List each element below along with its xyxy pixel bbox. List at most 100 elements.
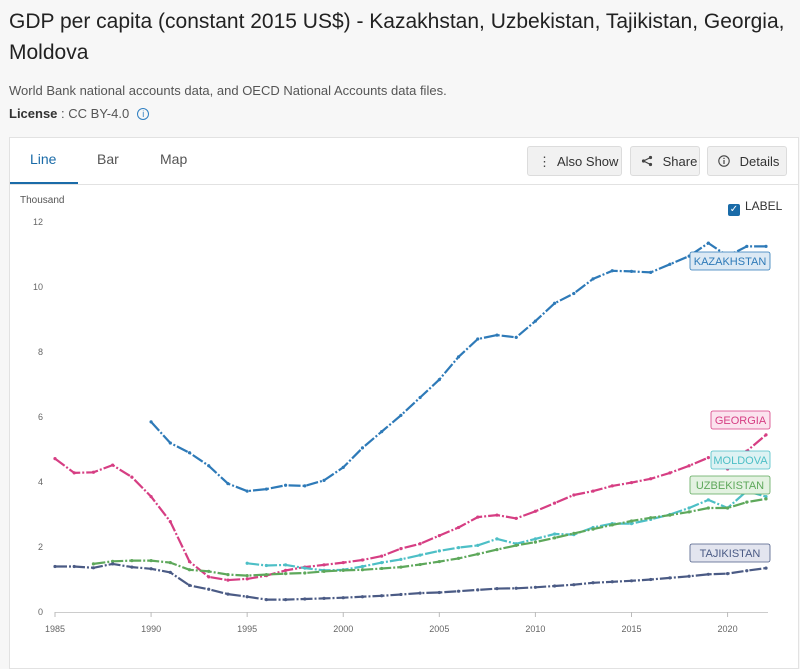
- data-point-kazakhstan[interactable]: [226, 482, 230, 486]
- data-point-moldova[interactable]: [476, 543, 480, 547]
- data-point-georgia[interactable]: [245, 577, 249, 581]
- data-point-uzbekistan[interactable]: [572, 531, 576, 535]
- data-point-kazakhstan[interactable]: [187, 451, 192, 455]
- data-point-tajikistan[interactable]: [610, 580, 614, 584]
- data-point-georgia[interactable]: [149, 495, 153, 499]
- data-point-georgia[interactable]: [495, 513, 499, 517]
- data-point-tajikistan[interactable]: [283, 598, 288, 602]
- label-toggle[interactable]: ✓ LABEL: [728, 199, 782, 216]
- checkbox-icon[interactable]: ✓: [728, 204, 740, 216]
- data-point-moldova[interactable]: [687, 506, 691, 510]
- data-point-uzbekistan[interactable]: [745, 500, 749, 504]
- data-point-moldova[interactable]: [456, 546, 461, 550]
- data-point-kazakhstan[interactable]: [283, 483, 288, 487]
- series-line-kazakhstan[interactable]: [150, 242, 766, 493]
- data-point-uzbekistan[interactable]: [207, 569, 211, 573]
- data-point-kazakhstan[interactable]: [629, 269, 634, 273]
- data-point-tajikistan[interactable]: [572, 583, 576, 587]
- data-point-georgia[interactable]: [706, 456, 710, 460]
- data-point-tajikistan[interactable]: [322, 596, 326, 600]
- data-point-moldova[interactable]: [303, 566, 307, 570]
- data-point-kazakhstan[interactable]: [322, 478, 326, 482]
- data-point-kazakhstan[interactable]: [245, 489, 249, 493]
- data-point-georgia[interactable]: [533, 509, 538, 513]
- series-line-georgia[interactable]: [54, 434, 767, 582]
- data-point-kazakhstan[interactable]: [514, 335, 518, 339]
- data-point-kazakhstan[interactable]: [207, 464, 211, 468]
- data-point-moldova[interactable]: [418, 553, 422, 557]
- data-point-tajikistan[interactable]: [264, 598, 268, 602]
- data-point-tajikistan[interactable]: [706, 572, 710, 576]
- data-point-georgia[interactable]: [187, 560, 192, 564]
- series-line-tajikistan[interactable]: [55, 562, 767, 601]
- data-point-tajikistan[interactable]: [687, 574, 691, 578]
- data-point-georgia[interactable]: [130, 475, 134, 479]
- data-point-tajikistan[interactable]: [245, 595, 249, 599]
- data-point-uzbekistan[interactable]: [495, 548, 499, 552]
- data-point-tajikistan[interactable]: [91, 566, 96, 570]
- data-point-georgia[interactable]: [111, 463, 115, 467]
- data-point-kazakhstan[interactable]: [360, 446, 365, 450]
- data-point-uzbekistan[interactable]: [649, 516, 653, 520]
- data-point-uzbekistan[interactable]: [706, 506, 710, 510]
- series-line-uzbekistan[interactable]: [93, 497, 767, 577]
- data-point-georgia[interactable]: [380, 554, 384, 558]
- data-point-tajikistan[interactable]: [303, 597, 307, 601]
- data-point-uzbekistan[interactable]: [322, 569, 326, 573]
- data-point-georgia[interactable]: [591, 489, 595, 493]
- data-point-tajikistan[interactable]: [764, 566, 768, 570]
- data-point-kazakhstan[interactable]: [456, 355, 461, 359]
- data-point-uzbekistan[interactable]: [111, 559, 115, 563]
- details-button[interactable]: Details: [707, 146, 787, 176]
- data-point-kazakhstan[interactable]: [341, 465, 345, 469]
- data-point-moldova[interactable]: [629, 522, 634, 526]
- data-point-georgia[interactable]: [610, 484, 614, 488]
- data-point-georgia[interactable]: [91, 470, 96, 474]
- data-point-uzbekistan[interactable]: [91, 562, 96, 566]
- data-point-tajikistan[interactable]: [360, 595, 365, 599]
- data-point-uzbekistan[interactable]: [553, 536, 557, 540]
- data-point-uzbekistan[interactable]: [629, 519, 634, 523]
- data-point-tajikistan[interactable]: [130, 565, 134, 569]
- data-point-kazakhstan[interactable]: [264, 487, 268, 491]
- data-point-georgia[interactable]: [72, 471, 76, 475]
- data-point-georgia[interactable]: [53, 457, 57, 461]
- data-point-tajikistan[interactable]: [437, 590, 441, 595]
- data-point-uzbekistan[interactable]: [130, 559, 134, 563]
- data-point-tajikistan[interactable]: [341, 596, 345, 600]
- data-point-kazakhstan[interactable]: [495, 333, 499, 337]
- data-point-georgia[interactable]: [629, 481, 634, 485]
- series-line-moldova[interactable]: [247, 490, 767, 572]
- data-point-georgia[interactable]: [360, 558, 365, 562]
- data-point-tajikistan[interactable]: [53, 564, 57, 569]
- data-point-uzbekistan[interactable]: [226, 573, 230, 577]
- data-point-tajikistan[interactable]: [725, 572, 730, 576]
- data-point-georgia[interactable]: [418, 542, 422, 546]
- data-point-uzbekistan[interactable]: [187, 568, 192, 572]
- data-point-georgia[interactable]: [514, 516, 518, 521]
- also-show-button[interactable]: ⋮ Also Show: [527, 146, 622, 176]
- data-point-uzbekistan[interactable]: [303, 571, 307, 575]
- data-point-kazakhstan[interactable]: [380, 430, 384, 434]
- data-point-uzbekistan[interactable]: [168, 561, 172, 565]
- data-point-tajikistan[interactable]: [207, 587, 211, 591]
- data-point-kazakhstan[interactable]: [706, 241, 710, 245]
- data-point-moldova[interactable]: [706, 498, 710, 502]
- data-point-kazakhstan[interactable]: [149, 420, 153, 424]
- data-point-georgia[interactable]: [687, 464, 691, 468]
- data-point-moldova[interactable]: [495, 537, 499, 541]
- data-point-tajikistan[interactable]: [629, 579, 634, 583]
- tab-line[interactable]: Line: [30, 151, 57, 167]
- data-point-moldova[interactable]: [264, 563, 268, 568]
- data-point-uzbekistan[interactable]: [149, 559, 153, 563]
- data-point-tajikistan[interactable]: [668, 576, 672, 580]
- data-point-kazakhstan[interactable]: [649, 270, 653, 274]
- data-point-moldova[interactable]: [764, 495, 768, 499]
- data-point-kazakhstan[interactable]: [303, 484, 307, 488]
- data-point-moldova[interactable]: [283, 563, 288, 567]
- data-point-georgia[interactable]: [322, 563, 326, 567]
- data-point-moldova[interactable]: [399, 557, 403, 561]
- data-point-uzbekistan[interactable]: [514, 543, 518, 547]
- data-point-tajikistan[interactable]: [418, 591, 422, 595]
- data-point-uzbekistan[interactable]: [610, 523, 614, 527]
